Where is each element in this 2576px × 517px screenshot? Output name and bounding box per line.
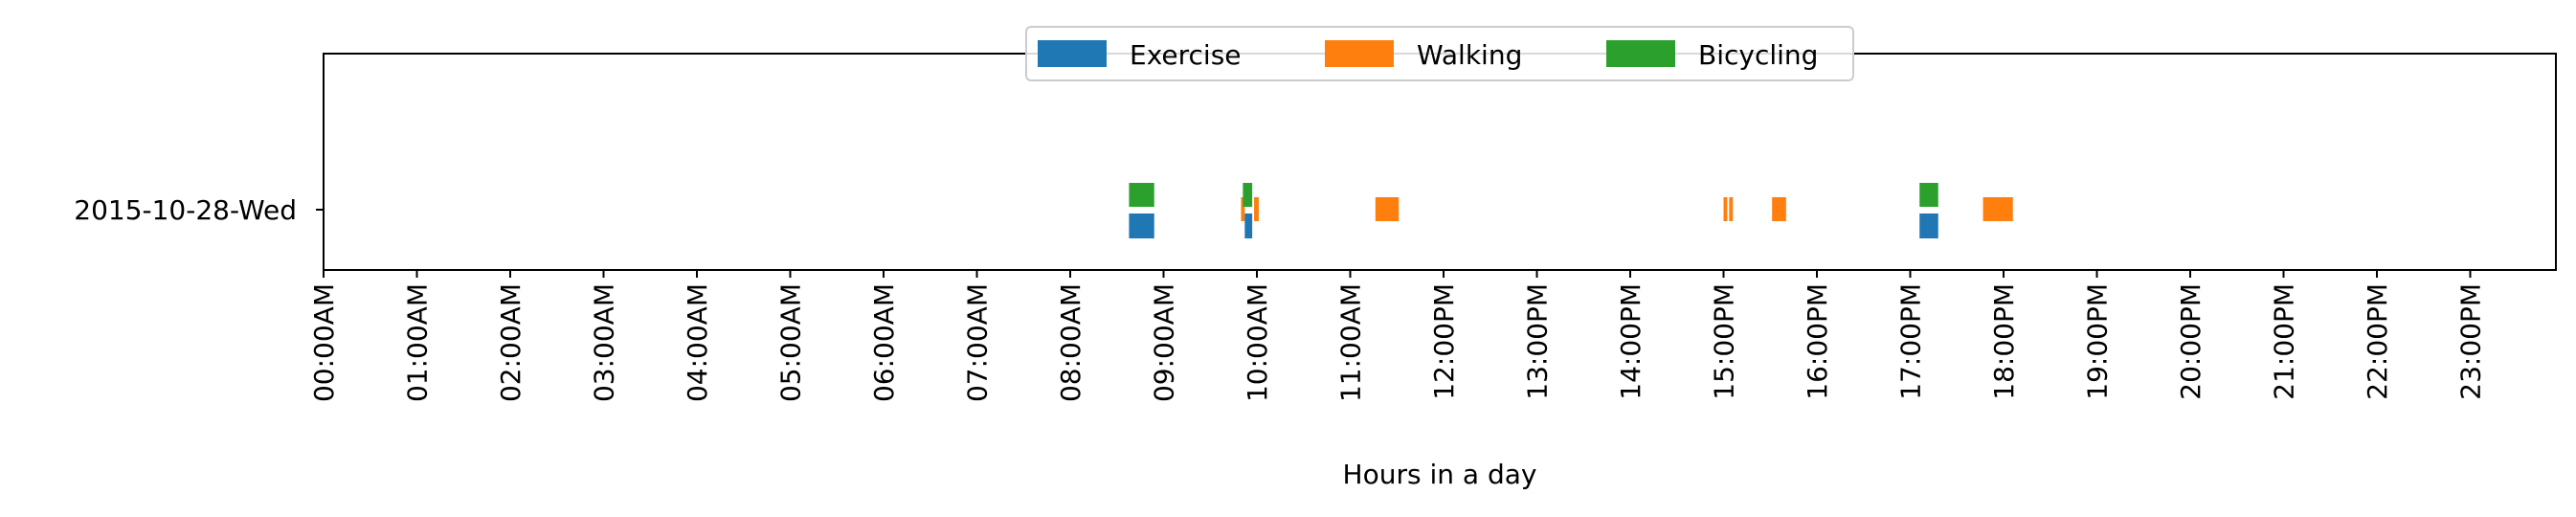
x-tick-label: 02:00AM — [495, 283, 526, 402]
x-tick-label: 08:00AM — [1055, 283, 1086, 402]
x-tick-label: 06:00AM — [868, 283, 900, 402]
plot-frame — [323, 53, 2557, 271]
x-tick-label: 18:00PM — [1988, 283, 2020, 400]
legend-swatch-exercise — [1038, 40, 1107, 67]
legend-label-walking: Walking — [1417, 39, 1522, 71]
y-tick-label: 2015-10-28-Wed — [74, 194, 297, 226]
legend-label-exercise: Exercise — [1130, 39, 1242, 71]
legend-swatch-bicycling — [1606, 40, 1675, 67]
x-axis: 00:00AM 01:00AM 02:00AM 03:00AM 04:00AM 05:00… — [308, 270, 2487, 402]
x-tick-label: 17:00PM — [1895, 283, 1927, 400]
exercise-bar — [1919, 214, 1938, 238]
bicycling-bar — [1919, 183, 1938, 207]
x-tick-label: 12:00PM — [1428, 283, 1460, 400]
x-tick-label: 16:00PM — [1802, 283, 1833, 400]
x-tick-label: 04:00AM — [682, 283, 713, 402]
exercise-bar — [1244, 214, 1253, 238]
walking-bar — [1729, 197, 1734, 221]
walking-bar — [1375, 197, 1400, 221]
x-tick-label: 01:00AM — [402, 283, 434, 402]
legend: Exercise Walking Bicycling — [1025, 26, 1854, 81]
x-tick-label: 07:00AM — [962, 283, 994, 402]
bicycling-bar — [1129, 183, 1154, 207]
bicycling-bar — [1243, 183, 1253, 207]
walking-bar — [1772, 197, 1786, 221]
x-tick-label: 03:00AM — [589, 283, 620, 402]
walking-bar — [1254, 197, 1259, 221]
x-tick-label: 10:00AM — [1242, 283, 1273, 402]
x-tick-label: 11:00AM — [1335, 283, 1367, 402]
walking-bar — [1241, 197, 1245, 221]
legend-swatch-walking — [1325, 40, 1394, 67]
x-tick-label: 05:00AM — [775, 283, 807, 402]
x-tick-label: 09:00AM — [1149, 283, 1180, 402]
x-tick-label: 23:00PM — [2455, 283, 2487, 400]
y-axis: 2015-10-28-Wed — [74, 194, 324, 226]
x-tick-label: 13:00PM — [1522, 283, 1554, 400]
x-tick-label: 14:00PM — [1615, 283, 1646, 400]
activity-bars — [1129, 183, 2013, 238]
exercise-bar — [1129, 214, 1154, 238]
x-tick-label: 22:00PM — [2362, 283, 2393, 400]
x-tick-label: 00:00AM — [308, 283, 340, 402]
walking-bar — [1982, 197, 2013, 221]
walking-bar — [1723, 197, 1728, 221]
x-axis-label: Hours in a day — [1343, 459, 1537, 490]
legend-label-bicycling: Bicycling — [1698, 39, 1818, 71]
x-tick-label: 19:00PM — [2082, 283, 2114, 400]
x-tick-label: 15:00PM — [1709, 283, 1740, 400]
x-tick-label: 21:00PM — [2269, 283, 2300, 400]
x-tick-label: 20:00PM — [2175, 283, 2206, 400]
